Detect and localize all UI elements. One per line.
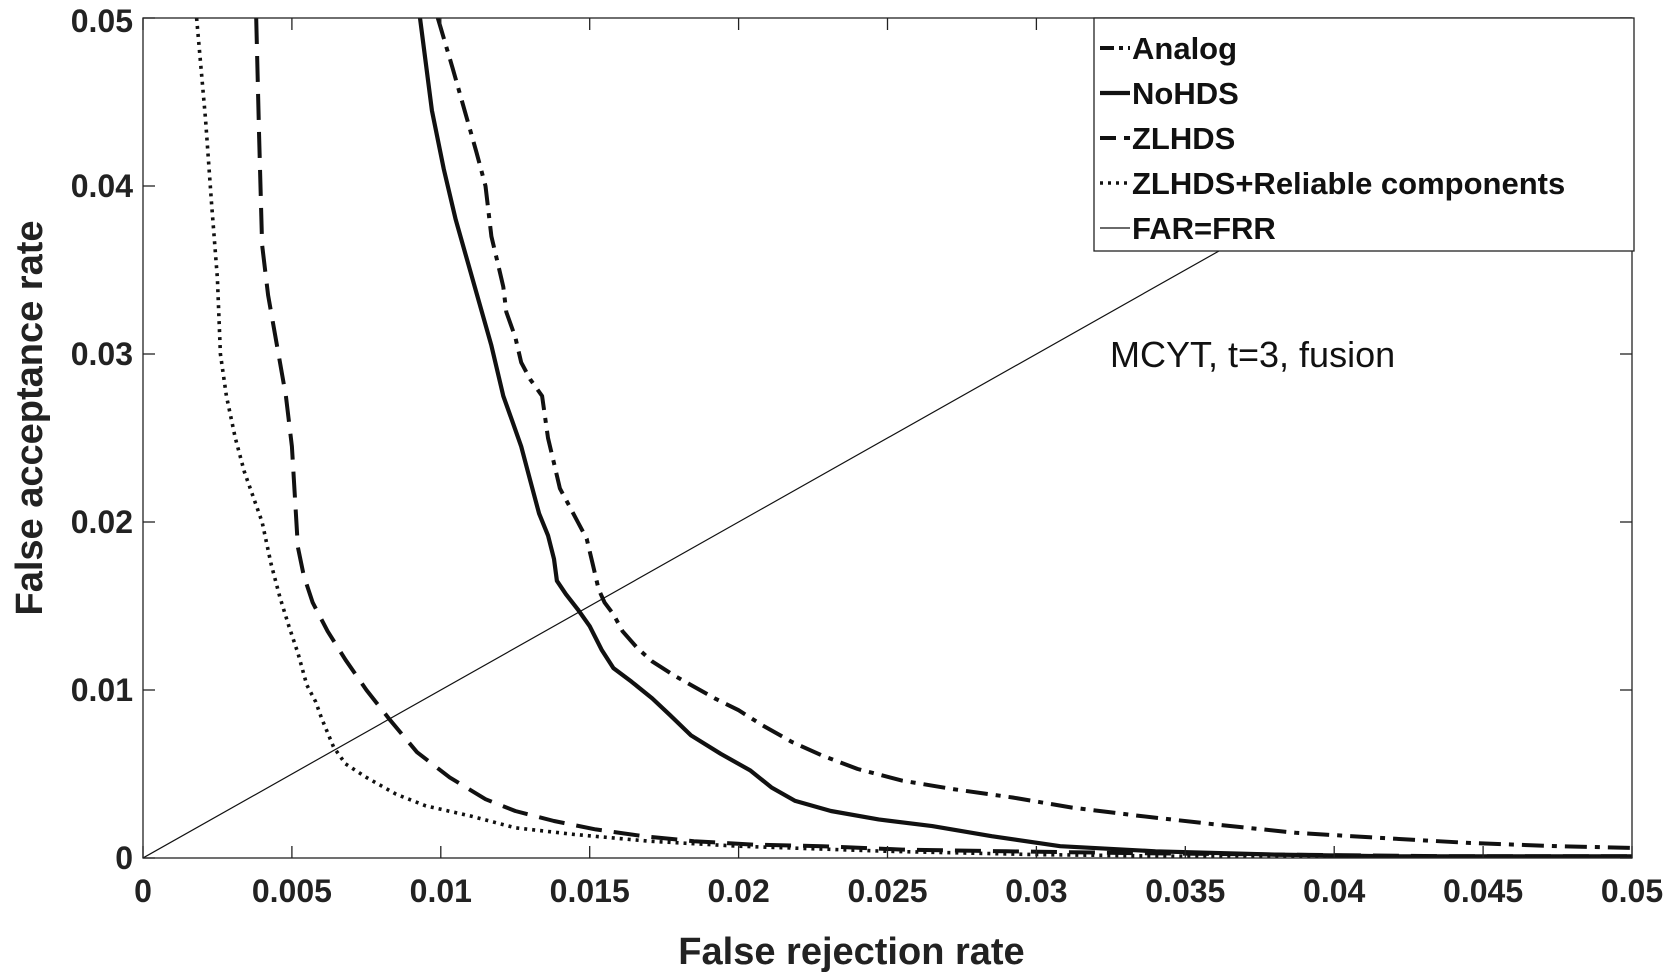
y-tick-label: 0.01 — [71, 672, 133, 708]
y-axis-title: False acceptance rate — [9, 220, 51, 615]
legend-label-zlhds-reliable-components: ZLHDS+Reliable components — [1132, 166, 1565, 201]
x-tick-label: 0.015 — [550, 873, 630, 909]
legend-label-zlhds: ZLHDS — [1132, 121, 1235, 156]
x-tick-label: 0.02 — [707, 873, 769, 909]
series-line-nohds — [417, 18, 1632, 858]
series-layer — [143, 18, 1632, 858]
chart-annotation: MCYT, t=3, fusion — [1110, 334, 1395, 375]
x-tick-label: 0 — [134, 873, 152, 909]
x-axis-title: False rejection rate — [678, 931, 1024, 973]
legend-box — [1093, 17, 1635, 252]
y-tick-label: 0.04 — [71, 168, 133, 204]
x-tick-label: 0.01 — [410, 873, 472, 909]
legend-label-nohds: NoHDS — [1132, 76, 1239, 111]
x-tick-label: 0.035 — [1145, 873, 1225, 909]
legend: Analog NoHDS ZLHDS ZLHDS+Reliable component… — [1093, 17, 1635, 252]
x-tick-label: 0.045 — [1443, 873, 1523, 909]
x-tick-label: 0.05 — [1601, 873, 1663, 909]
x-tick-label: 0.04 — [1303, 873, 1365, 909]
series-line-analog — [435, 18, 1632, 850]
y-tick-label: 0 — [115, 840, 133, 876]
y-tick-label: 0.02 — [71, 504, 133, 540]
y-tick-label: 0.03 — [71, 336, 133, 372]
x-tick-label: 0.025 — [847, 873, 927, 909]
x-tick-label: 0.03 — [1005, 873, 1067, 909]
x-tick-label: 0.005 — [252, 873, 332, 909]
series-line-zlhds — [254, 18, 1632, 858]
series-line-zlhds-reliable-components — [194, 18, 1632, 858]
legend-label-far-frr: FAR=FRR — [1132, 211, 1276, 246]
ticks-layer: 0 0.005 0.01 0.015 0.02 0.025 0.03 0.035 0.04 0.0… — [71, 3, 1663, 909]
y-tick-label: 0.05 — [71, 3, 133, 39]
legend-label-analog: Analog — [1132, 31, 1237, 66]
